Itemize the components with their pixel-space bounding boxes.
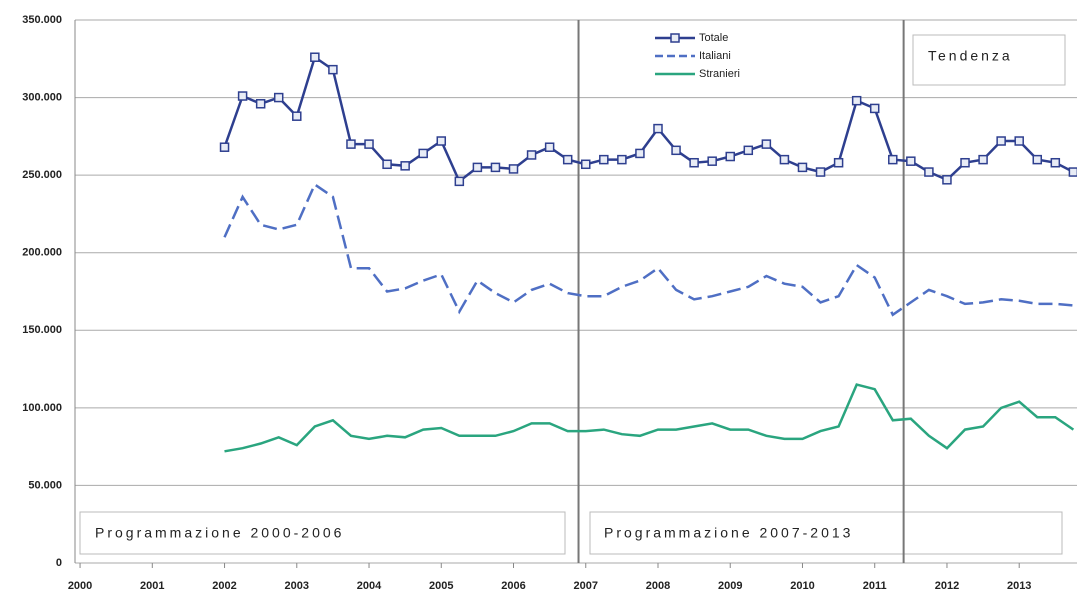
marker (617, 154, 627, 165)
marker (996, 136, 1006, 146)
marker (346, 139, 356, 149)
marker (364, 139, 374, 149)
marker (924, 167, 934, 177)
marker (292, 111, 302, 121)
series-line (223, 182, 1074, 317)
marker (960, 157, 970, 168)
marker (581, 159, 591, 170)
marker (490, 162, 501, 173)
marker (869, 103, 880, 114)
x-tick-label: 2000 (68, 580, 92, 592)
marker (328, 64, 338, 75)
marker (562, 154, 573, 165)
marker (888, 154, 898, 165)
marker (725, 151, 735, 162)
marker (454, 176, 465, 187)
marker (743, 145, 754, 156)
y-tick-label: 300.000 (22, 91, 62, 103)
marker (978, 154, 988, 165)
marker (779, 154, 790, 165)
annotation: Programmazione 2007-2013 (604, 525, 853, 541)
marker (418, 148, 428, 159)
x-tick-label: 2012 (935, 580, 959, 592)
x-tick-label: 2009 (718, 580, 742, 592)
marker (273, 92, 284, 103)
x-tick-label: 2004 (357, 580, 382, 592)
marker (906, 156, 916, 166)
marker (815, 167, 826, 177)
marker (653, 123, 663, 134)
legend-label: Stranieri (699, 68, 740, 80)
x-tick-label: 2013 (1007, 580, 1031, 592)
x-tick-label: 2005 (429, 580, 453, 592)
marker (382, 159, 392, 170)
marker (472, 162, 483, 173)
annotation-box (79, 511, 566, 555)
marker (255, 99, 266, 109)
y-tick-label: 0 (56, 557, 62, 569)
y-tick-label: 200.000 (22, 247, 62, 259)
marker (599, 154, 609, 165)
annotation: Tendenza (928, 48, 1013, 64)
marker (797, 162, 808, 173)
x-tick-label: 2003 (285, 580, 309, 592)
annotation: Programmazione 2000-2006 (95, 525, 344, 541)
x-tick-label: 2002 (212, 580, 236, 592)
marker (237, 91, 248, 101)
x-tick-label: 2007 (574, 580, 598, 592)
x-tick-label: 2001 (140, 580, 164, 592)
legend-marker (670, 33, 680, 43)
legend-label: Italiani (699, 50, 731, 62)
marker (436, 136, 447, 146)
marker (526, 150, 537, 160)
annotation-box (589, 511, 1063, 555)
marker (1050, 157, 1061, 168)
marker (1068, 167, 1077, 177)
y-tick-label: 350.000 (22, 14, 62, 26)
marker (219, 142, 230, 152)
marker (400, 161, 410, 171)
marker (851, 95, 862, 106)
marker (1032, 154, 1043, 165)
marker (508, 164, 519, 174)
y-tick-label: 250.000 (22, 169, 62, 181)
y-tick-label: 50.000 (28, 479, 62, 491)
marker (942, 175, 952, 185)
x-tick-label: 2008 (646, 580, 670, 592)
marker (689, 157, 699, 168)
x-tick-label: 2006 (501, 580, 525, 592)
x-tick-label: 2010 (790, 580, 814, 592)
y-tick-label: 150.000 (22, 324, 62, 336)
marker (635, 148, 645, 159)
series-line (224, 383, 1075, 453)
legend-label: Totale (699, 32, 728, 44)
x-tick-label: 2011 (863, 580, 887, 592)
marker (1014, 136, 1024, 146)
marker (707, 156, 717, 166)
marker (671, 145, 681, 156)
marker (310, 52, 320, 62)
annotation-box (912, 34, 1066, 86)
y-tick-label: 100.000 (22, 402, 62, 414)
marker (761, 139, 772, 149)
marker (833, 157, 844, 168)
marker (544, 142, 555, 152)
